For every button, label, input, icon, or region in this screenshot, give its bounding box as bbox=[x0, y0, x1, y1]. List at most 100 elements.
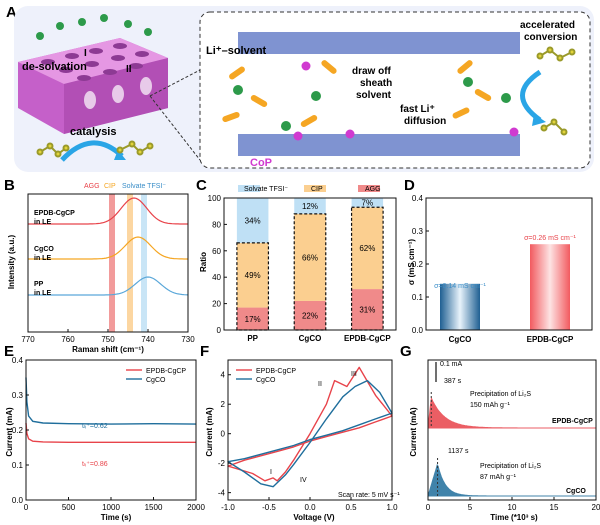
c-bar-segment bbox=[351, 289, 384, 330]
d-ytick-label: 0.3 bbox=[412, 227, 424, 236]
c-legend-swatch bbox=[238, 185, 260, 192]
g-xtick-label: 20 bbox=[592, 503, 600, 512]
fast-li-label-2: diffusion bbox=[404, 116, 446, 127]
g-cap-cgco: 87 mAh g⁻¹ bbox=[480, 474, 517, 481]
c-ytick-label: 80 bbox=[212, 220, 221, 229]
g-xlabel: Time (*10³ s) bbox=[490, 513, 538, 522]
c-bar-segment bbox=[236, 307, 269, 330]
d-category-label: CgCO bbox=[449, 335, 472, 344]
g-time-epdb: 387 s bbox=[444, 378, 462, 385]
accelerated-label-1: accelerated bbox=[520, 20, 575, 31]
c-category-label: CgCO bbox=[299, 334, 322, 343]
f-xtick-label: 0.5 bbox=[345, 503, 357, 512]
cv-chart: -1.0 -0.5 0.0 0.5 1.0 -4 -2 0 2 4 bbox=[218, 359, 398, 512]
b-label-cgco: CgCO bbox=[34, 246, 54, 253]
c-legend-agg: AGG bbox=[365, 186, 381, 193]
accelerated-label-2: conversion bbox=[524, 32, 577, 43]
c-bar-segment bbox=[294, 198, 326, 214]
b-series-line bbox=[28, 276, 189, 296]
g-xtick-label: 0 bbox=[426, 503, 431, 512]
c-bar-segment bbox=[351, 207, 384, 290]
g-series-cgco: CgCO bbox=[566, 488, 586, 495]
f-xtick-label: 0.0 bbox=[304, 503, 316, 512]
c-legend-cip: CIP bbox=[311, 186, 323, 193]
e-xtick-label: 2000 bbox=[187, 503, 205, 512]
step-i-label: I bbox=[84, 48, 87, 59]
g-series-area bbox=[427, 463, 596, 497]
d-ytick-label: 0.2 bbox=[412, 260, 424, 269]
b-band bbox=[141, 194, 147, 332]
catalysis-arrowhead bbox=[114, 150, 126, 160]
c-legend-swatch bbox=[358, 185, 380, 192]
c-bar-outline bbox=[236, 242, 270, 331]
b-xtick-label: 740 bbox=[141, 335, 155, 344]
b-legend-agg: AGG bbox=[84, 183, 100, 190]
f-xtick-label: -0.5 bbox=[262, 503, 276, 512]
f-xtick-label: -1.0 bbox=[221, 503, 235, 512]
d-category-label: EPDB-CgCP bbox=[527, 335, 574, 344]
b-label-epdb: EPDB-CgCP bbox=[34, 210, 75, 217]
g-series-epdb: EPDB-CgCP bbox=[552, 418, 593, 425]
f-xtick-label: 1.0 bbox=[386, 503, 398, 512]
f-ytick-label: 2 bbox=[221, 400, 226, 409]
e-ytick-label: 0.3 bbox=[12, 391, 24, 400]
panel-label-b: B bbox=[4, 177, 15, 194]
f-legend-cgco: CgCO bbox=[256, 377, 276, 384]
panel-label-d: D bbox=[404, 177, 415, 194]
f-ytick-label: -2 bbox=[218, 459, 226, 468]
g-xtick-label: 10 bbox=[508, 503, 517, 512]
panel-label-e: E bbox=[4, 343, 14, 360]
f-ytick-label: -4 bbox=[218, 489, 226, 498]
polysulfide-top bbox=[536, 46, 576, 62]
panel-label-a: A bbox=[6, 4, 17, 21]
e-frame bbox=[25, 359, 197, 501]
b-xtick-label: 760 bbox=[61, 335, 75, 344]
b-series-line bbox=[28, 197, 188, 225]
membrane-illustration bbox=[18, 38, 168, 134]
bottom-electrode-plate bbox=[238, 134, 520, 156]
c-ylabel: Ratio bbox=[199, 252, 208, 272]
e-legend-cgco: CgCO bbox=[146, 377, 166, 384]
b-series-line bbox=[28, 236, 188, 260]
f-peak-iii: III bbox=[351, 371, 357, 378]
conversion-arrowhead bbox=[532, 114, 546, 126]
f-peak-ii: II bbox=[318, 381, 322, 388]
e-annot-cgco: tₗᵢ⁺=0.62 bbox=[82, 423, 108, 430]
c-segment-label: 49% bbox=[245, 271, 261, 280]
catalysis-label: catalysis bbox=[70, 126, 116, 138]
panel-label-g: G bbox=[400, 343, 412, 360]
b-legend-cip: CIP bbox=[104, 183, 116, 190]
e-series-line bbox=[25, 422, 196, 443]
f-scan-rate: Scan rate: 5 mV s⁻¹ bbox=[338, 492, 400, 499]
b-legend-solvate: Solvate TFSI⁻ bbox=[122, 183, 166, 190]
f-legend-epdb: EPDB-CgCP bbox=[256, 368, 296, 375]
c-bar-segment bbox=[236, 198, 269, 243]
sulfur-molecule-right bbox=[116, 140, 154, 156]
panel-label-c: C bbox=[196, 177, 207, 194]
draw-off-label-3: solvent bbox=[356, 90, 392, 101]
c-segment-label: 62% bbox=[359, 244, 375, 253]
e-xtick-label: 1500 bbox=[145, 503, 163, 512]
step-ii-label: II bbox=[126, 64, 132, 75]
c-bar-segment bbox=[351, 198, 384, 208]
e-ytick-label: 0.2 bbox=[12, 426, 24, 435]
g-ylabel: Current (mA) bbox=[409, 407, 418, 457]
desolvation-label: de-solvation bbox=[22, 61, 87, 73]
c-segment-label: 12% bbox=[302, 202, 318, 211]
g-time-cgco: 1137 s bbox=[448, 448, 469, 455]
potentiostatic-chart: 0 5 10 15 20 bbox=[426, 359, 600, 512]
c-ytick-label: 100 bbox=[208, 194, 222, 203]
e-ytick-label: 0.0 bbox=[12, 496, 24, 505]
zoom-line-top bbox=[149, 69, 201, 97]
e-ytick-label: 0.1 bbox=[12, 461, 24, 470]
e-xlabel: Time (s) bbox=[101, 513, 132, 522]
f-ytick-label: 0 bbox=[221, 430, 226, 439]
c-legend-swatch bbox=[304, 185, 326, 192]
c-ytick-label: 0 bbox=[217, 326, 222, 335]
c-frame bbox=[223, 197, 397, 331]
d-bar bbox=[530, 244, 570, 330]
e-xtick-label: 0 bbox=[24, 503, 29, 512]
c-legend-solvate: Solvate TFSI⁻ bbox=[244, 186, 288, 193]
g-series-area bbox=[427, 396, 596, 429]
